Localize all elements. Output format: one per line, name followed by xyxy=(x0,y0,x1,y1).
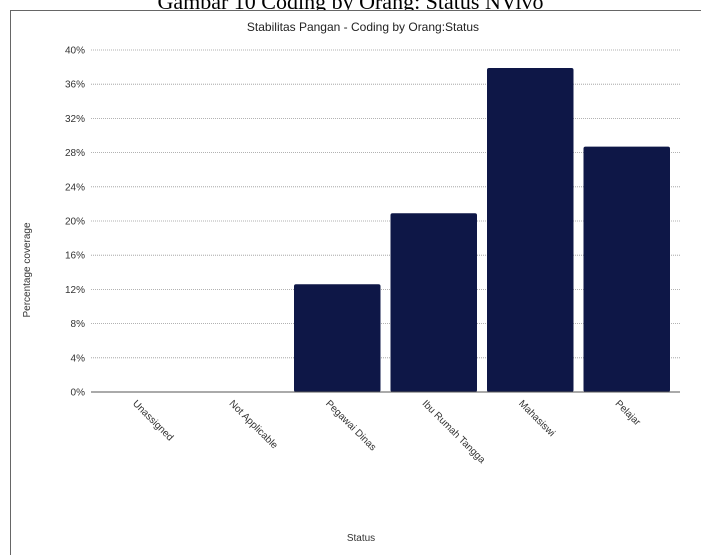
y-tick-label: 36% xyxy=(65,80,85,91)
y-tick-label: 12% xyxy=(65,285,85,296)
bar-ibu-rumah-tangga xyxy=(390,213,477,392)
bar-pegawai-dinas xyxy=(294,284,381,392)
x-tick-label: Not Applicable xyxy=(227,398,280,451)
y-tick-label: 20% xyxy=(65,217,85,228)
grid-lines xyxy=(91,49,680,359)
chart-title: Stabilitas Pangan - Coding by Orang:Stat… xyxy=(247,20,479,34)
y-tick-label: 4% xyxy=(71,353,86,364)
y-tick-label: 16% xyxy=(65,251,85,262)
x-tick-label: Pegawai Dinas xyxy=(323,398,378,453)
bar-pelajar xyxy=(583,146,670,392)
x-tick-label: Pelajar xyxy=(613,398,643,428)
y-tick-label: 8% xyxy=(71,319,86,330)
y-axis-label: Percentage coverage xyxy=(22,222,33,318)
y-tick-label: 40% xyxy=(65,46,85,57)
x-tick-label: Ibu Rumah Tangga xyxy=(420,398,488,466)
x-axis-ticks: Unassigned Not Applicable Pegawai Dinas Ibu… xyxy=(130,398,643,466)
y-tick-label: 32% xyxy=(65,114,85,125)
bars xyxy=(294,67,670,392)
y-tick-label: 28% xyxy=(65,148,85,159)
x-tick-label: Mahasiswi xyxy=(516,398,557,439)
bar-mahasiswi xyxy=(487,67,574,392)
y-tick-label: 0% xyxy=(71,388,86,399)
y-axis-ticks: 0% 4% 8% 12% 16% 20% 24% 28% 32% 36% 40% xyxy=(65,46,85,399)
y-tick-label: 24% xyxy=(65,182,85,193)
x-axis-label: Status xyxy=(347,533,375,544)
x-tick-label: Unassigned xyxy=(130,398,175,443)
